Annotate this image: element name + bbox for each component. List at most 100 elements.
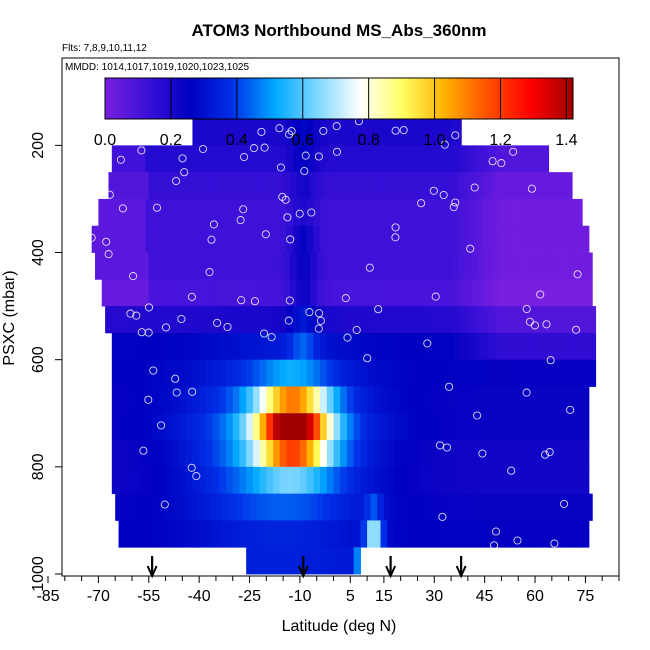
profile-marker-arrow (297, 556, 309, 579)
sample-point (488, 157, 497, 166)
heatmap-cell (178, 359, 187, 387)
heatmap-cell (239, 225, 247, 253)
heatmap-cell (239, 145, 247, 173)
heatmap-cell (568, 306, 576, 334)
heatmap-cell (380, 332, 388, 361)
heatmap-cell (427, 413, 435, 441)
sample-point (180, 168, 189, 177)
heatmap-cell (373, 359, 382, 387)
heatmap-cell (232, 466, 241, 495)
sample-point (102, 237, 111, 246)
sample-point (473, 411, 482, 420)
heatmap-cell (414, 198, 422, 227)
sample-point (451, 198, 460, 207)
heatmap-cell (105, 198, 113, 227)
heatmap-cell (192, 440, 200, 468)
heatmap-cell (410, 279, 419, 307)
heatmap-cell (434, 440, 442, 468)
sample-point (257, 127, 266, 136)
sample-point (177, 314, 186, 324)
heatmap-cell (279, 520, 288, 548)
heatmap-cell (528, 466, 536, 495)
heatmap-cell (491, 279, 499, 307)
heatmap-cell (340, 440, 348, 468)
heatmap-cell (185, 413, 194, 441)
sample-point (332, 147, 342, 156)
heatmap-cell (571, 279, 580, 307)
heatmap-cell (568, 198, 576, 227)
heatmap-cell (357, 279, 365, 307)
heatmap-cell (293, 145, 301, 173)
heatmap-cell (236, 279, 244, 307)
heatmap-cell (578, 252, 587, 280)
heatmap-cell (320, 440, 328, 468)
sample-point (157, 421, 166, 430)
heatmap-cell (555, 198, 563, 227)
heatmap-cell (511, 279, 519, 307)
heatmap-cell (548, 386, 556, 414)
heatmap-cell (346, 118, 355, 146)
heatmap-cell (400, 520, 408, 548)
heatmap-cell (142, 493, 150, 521)
heatmap-cell (367, 145, 375, 173)
heatmap-cell (232, 198, 241, 227)
heatmap-cell (367, 306, 375, 334)
heatmap-cell (279, 440, 288, 468)
sample-point (240, 152, 249, 162)
heatmap-cell (491, 172, 499, 200)
heatmap-cell (582, 225, 590, 253)
heatmap-cell (414, 520, 422, 548)
heatmap-cell (199, 198, 207, 227)
heatmap-cell (404, 279, 412, 307)
heatmap-cell (467, 198, 476, 227)
heatmap-cell (192, 145, 200, 173)
heatmap-cell (521, 306, 529, 334)
heatmap-cell (266, 359, 274, 387)
heatmap-cell (165, 225, 173, 253)
heatmap-cell (168, 252, 177, 280)
heatmap-cell (226, 386, 234, 414)
heatmap-cell (152, 466, 160, 495)
heatmap-cell (488, 413, 496, 441)
sample-point (129, 272, 138, 281)
heatmap-cell (410, 493, 419, 521)
heatmap-cell (531, 493, 539, 521)
heatmap-cell (128, 252, 136, 280)
heatmap-cell (393, 306, 402, 334)
heatmap-cell (168, 279, 177, 307)
heatmap-cell (400, 145, 408, 173)
heatmap-cell (172, 413, 180, 441)
heatmap-cell (286, 466, 294, 495)
heatmap-cell (440, 145, 449, 173)
heatmap-cell (226, 440, 234, 468)
heatmap-cell (306, 386, 314, 414)
heatmap-cell (189, 172, 197, 200)
heatmap-cell (363, 279, 372, 307)
x-axis-label: Latitude (deg N) (282, 618, 397, 635)
heatmap-cell (118, 466, 126, 495)
heatmap-cell (192, 520, 200, 548)
heatmap-cell (226, 225, 234, 253)
heatmap-cell (582, 466, 590, 495)
heatmap-cell (138, 359, 147, 387)
heatmap-cell (192, 225, 200, 253)
heatmap-cell (380, 225, 388, 253)
heatmap-cell (353, 332, 361, 361)
heatmap-cell (336, 252, 345, 280)
heatmap-cell (333, 145, 341, 173)
heatmap-cell (414, 225, 422, 253)
heatmap-cell (142, 279, 150, 307)
heatmap-cell (303, 172, 311, 200)
heatmap-cell (420, 118, 429, 146)
heatmap-cell (528, 413, 536, 441)
heatmap-cell (266, 520, 274, 548)
heatmap-cell (474, 359, 482, 387)
heatmap-cell (138, 386, 147, 414)
heatmap-cell (115, 252, 123, 280)
heatmap-cell (125, 359, 133, 387)
heatmap-cell (236, 493, 244, 521)
heatmap-cell (434, 520, 442, 548)
heatmap-cell (447, 225, 456, 253)
heatmap-cell (252, 118, 261, 146)
heatmap-cell (488, 520, 496, 548)
